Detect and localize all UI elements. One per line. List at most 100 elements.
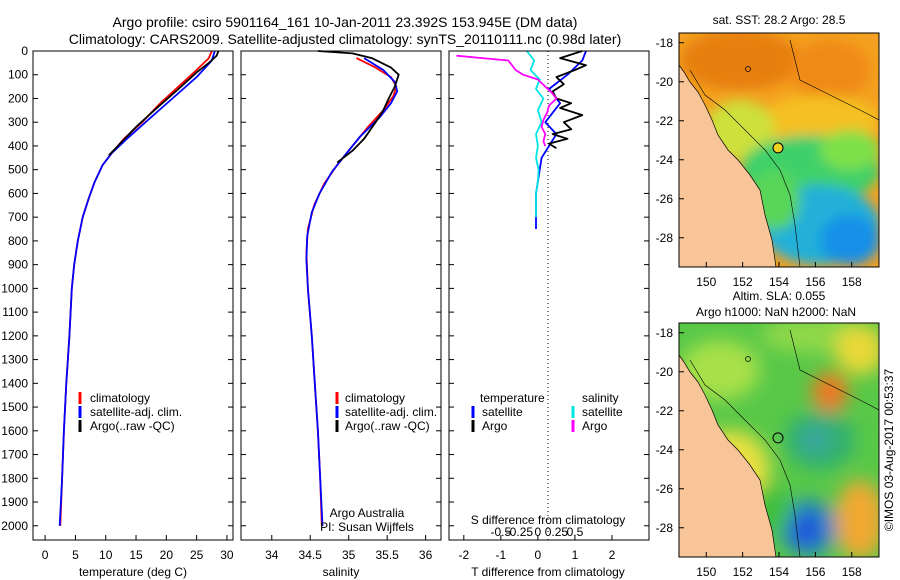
- sla-lon-tick-label: 158: [842, 565, 862, 579]
- depth-tick-label: 0: [21, 44, 28, 58]
- depth-tick-label: 2000: [1, 519, 28, 533]
- sst-reef-marker: [745, 66, 751, 72]
- temperature-xtick-label: 15: [129, 548, 143, 562]
- depth-tick-label: 200: [8, 91, 28, 105]
- depth-tick-label: 1400: [1, 376, 28, 390]
- sst-lat-tick-label: -28: [656, 231, 674, 245]
- sla-lat-tick-label: -20: [656, 365, 674, 379]
- depth-tick-label: 1800: [1, 471, 28, 485]
- depth-tick-label: 1900: [1, 495, 28, 509]
- salinity-series-satellite: [305, 57, 399, 526]
- difference-legend: temperature satellite Argo salinity sate…: [471, 391, 623, 433]
- sst-lon-tick-label: 150: [696, 275, 716, 289]
- depth-tick-label: 600: [8, 186, 28, 200]
- depth-tick-label: 1200: [1, 329, 28, 343]
- legend-label-t-satellite: satellite: [482, 405, 523, 419]
- footer-credit: ©IMOS 03-Aug-2017 00:53:37: [882, 369, 896, 532]
- s-diff-tick-label: -0.25: [506, 525, 534, 539]
- difference-plot-frame: [448, 50, 650, 541]
- legend-label-s-satellite: satellite: [582, 405, 623, 419]
- sla-contour-2: [789, 329, 879, 411]
- depth-tick-label: 1500: [1, 400, 28, 414]
- temperature-xtick-label: 0: [42, 548, 49, 562]
- depth-tick-label: 300: [8, 115, 28, 129]
- salinity-panel: 34 34.5 35 35.5 36 salinity climatology sate…: [240, 50, 442, 579]
- depth-tick-label: 400: [8, 139, 28, 153]
- sst-contour-2: [789, 39, 879, 121]
- difference-series-s-satellite: [526, 50, 545, 218]
- sst-lon-tick-label: 154: [769, 275, 789, 289]
- sla-lon-tick-label: 154: [769, 565, 789, 579]
- temperature-xtick-label: 10: [99, 548, 113, 562]
- depth-tick-label: 800: [8, 234, 28, 248]
- salinity-xtick-label: 35.5: [375, 548, 399, 562]
- salinity-series-argo: [317, 50, 400, 164]
- salinity-xlabel: salinity: [323, 565, 360, 579]
- sst-map-panel: sat. SST: 28.2 Argo: 28.5 150 152 154 156 15…: [656, 13, 880, 289]
- s-difference-label: S difference from climatology: [471, 513, 626, 527]
- difference-xtick-label: 0: [535, 548, 542, 562]
- salinity-xtick-label: 34.5: [299, 548, 323, 562]
- difference-series-t-argo: [548, 50, 587, 150]
- temperature-panel: 0 5 10 15 20 25 30 0 100 200 300 400 500 600 700 800 90…: [1, 44, 234, 579]
- sst-bathymetry-contour: [689, 69, 801, 267]
- sla-map-subtitle: Argo h1000: NaN h2000: NaN: [696, 305, 856, 319]
- sla-map-panel: Altim. SLA: 0.055 Argo h1000: NaN h2000:…: [656, 289, 880, 579]
- temperature-xtick-label: 5: [72, 548, 79, 562]
- temperature-series-satellite: [58, 50, 216, 526]
- salinity-xtick-label: 36: [419, 548, 433, 562]
- header-line-1: Argo profile: csiro 5901164_161 10-Jan-2…: [113, 14, 578, 30]
- sla-lat-tick-label: -26: [656, 482, 674, 496]
- legend-label-argo: Argo(..raw -QC): [90, 419, 175, 433]
- annotation-argo-australia: Argo Australia: [330, 506, 405, 520]
- sst-lat-tick-label: -26: [656, 192, 674, 206]
- sst-map-field: [679, 33, 879, 267]
- temperature-plot-frame: [32, 50, 234, 541]
- sst-lon-tick-label: 156: [805, 275, 825, 289]
- sla-lat-tick-label: -22: [656, 404, 674, 418]
- sst-lat-tick-label: -18: [656, 36, 674, 50]
- sst-lon-tick-label: 158: [842, 275, 862, 289]
- sla-lat-tick-label: -28: [656, 521, 674, 535]
- legend-label-climatology: climatology: [90, 391, 150, 405]
- sla-lon-tick-label: 150: [696, 565, 716, 579]
- difference-xtick-label: -2: [458, 548, 469, 562]
- depth-tick-label: 1300: [1, 353, 28, 367]
- salinity-xtick-label: 35: [342, 548, 356, 562]
- sst-land-mass: [679, 33, 777, 267]
- sla-bathymetry-contour: [689, 359, 801, 557]
- depth-tick-label: 500: [8, 163, 28, 177]
- difference-panel: -2 -1 0 1 2 -0.5-0.25 0 0.250.5 S difference f…: [448, 50, 650, 579]
- legend-label-s-argo: Argo: [582, 419, 608, 433]
- s-diff-tick-label: 0.5: [567, 525, 584, 539]
- legend-label-climatology: climatology: [345, 391, 405, 405]
- depth-tick-label: 1000: [1, 281, 28, 295]
- sla-map-field: [679, 323, 879, 557]
- difference-xtick-label: 2: [609, 548, 616, 562]
- temperature-xlabel: temperature (deg C): [79, 565, 187, 579]
- sst-argo-position-marker: [772, 142, 784, 154]
- legend-label-satellite: satellite-adj. clim.: [90, 405, 182, 419]
- sst-map-title: sat. SST: 28.2 Argo: 28.5: [713, 13, 846, 27]
- legend-label-t-argo: Argo: [482, 419, 508, 433]
- salinity-plot-frame: [240, 50, 442, 541]
- salinity-xtick-label: 34: [265, 548, 279, 562]
- t-difference-label: T difference from climatology: [471, 565, 625, 579]
- difference-xtick-label: -1: [496, 548, 507, 562]
- sla-argo-position-marker: [772, 432, 784, 444]
- legend-title-temperature: temperature: [480, 391, 545, 405]
- sla-lon-tick-label: 156: [805, 565, 825, 579]
- annotation-pi-name: PI: Susan Wijffels: [320, 520, 414, 534]
- temperature-xtick-label: 30: [220, 548, 234, 562]
- sla-land-mass: [679, 323, 777, 557]
- salinity-legend: climatology satellite-adj. clim. Argo(..…: [335, 391, 437, 433]
- temperature-legend: climatology satellite-adj. clim. Argo(..…: [78, 391, 182, 433]
- legend-label-satellite: satellite-adj. clim.: [345, 405, 437, 419]
- temperature-xtick-label: 20: [160, 548, 174, 562]
- sla-lat-tick-label: -18: [656, 326, 674, 340]
- s-diff-tick-label: 0: [535, 525, 542, 539]
- legend-title-salinity: salinity: [582, 391, 619, 405]
- s-diff-tick-label: 0.25: [545, 525, 569, 539]
- sst-lon-tick-label: 152: [733, 275, 753, 289]
